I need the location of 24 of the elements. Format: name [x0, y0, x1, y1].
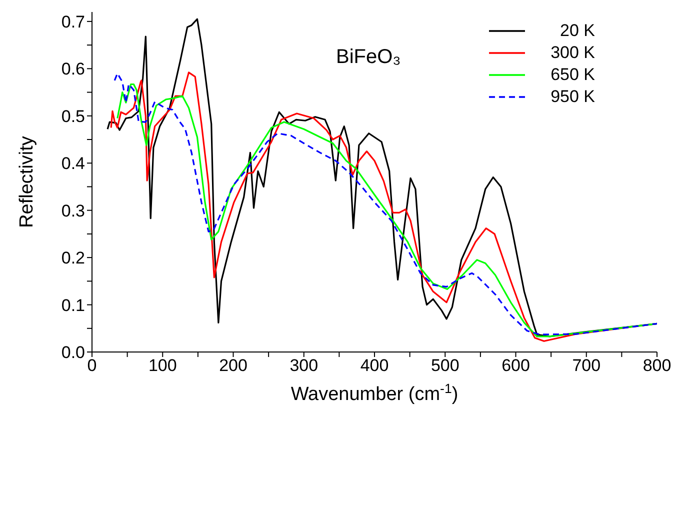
x-tick-label: 100	[148, 356, 177, 376]
x-axis-title: Wavenumber (cm$^{-1}$)	[290, 380, 458, 405]
x-tick-label: 300	[290, 356, 318, 376]
legend-label: 20 K	[559, 21, 595, 41]
x-tick-label: 800	[642, 356, 672, 376]
x-tick-label: 700	[572, 356, 601, 376]
x-tick-label: 400	[360, 356, 389, 376]
y-axis-title: Reflectivity	[16, 136, 38, 228]
y-tick-label: 0.7	[61, 12, 85, 32]
legend-label: 950 K	[550, 87, 595, 107]
x-tick-label: 200	[219, 356, 248, 376]
legend-label: 300 K	[550, 43, 595, 63]
y-tick-label: 0.4	[61, 154, 85, 174]
annotation: BiFeO₃	[336, 46, 401, 69]
legend-label: 650 K	[550, 65, 595, 85]
y-tick-label: 0.6	[61, 60, 85, 79]
y-tick-label: 0.2	[61, 248, 85, 268]
y-tick-label: 0.5	[61, 106, 85, 126]
y-tick-label: 0.1	[61, 296, 85, 315]
x-tick-label: 500	[430, 356, 460, 376]
x-tick-label: 600	[502, 356, 530, 376]
y-tick-label: 0.3	[61, 201, 85, 220]
y-tick-label: 0.0	[61, 343, 85, 362]
x-tick-label: 0	[87, 356, 97, 376]
